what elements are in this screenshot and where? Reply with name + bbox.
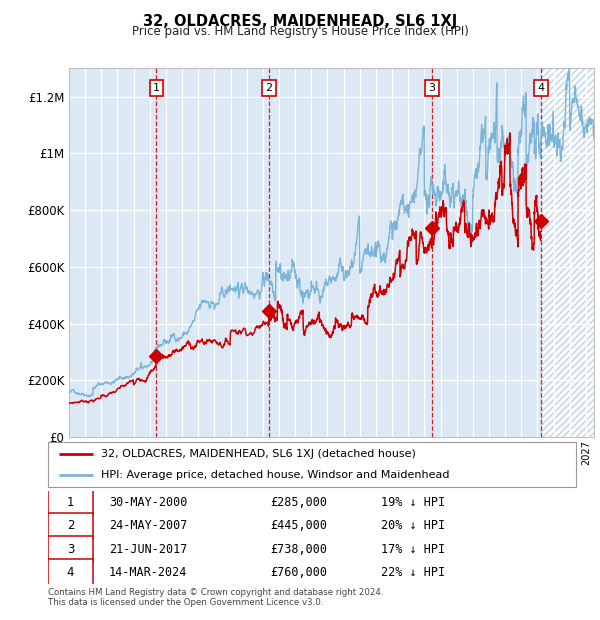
Text: Contains HM Land Registry data © Crown copyright and database right 2024.
This d: Contains HM Land Registry data © Crown c… [48, 588, 383, 607]
Text: 4: 4 [537, 83, 544, 93]
Text: 22% ↓ HPI: 22% ↓ HPI [380, 566, 445, 579]
Text: 2: 2 [67, 520, 74, 533]
Text: 17% ↓ HPI: 17% ↓ HPI [380, 542, 445, 556]
Bar [541, 68, 594, 437]
Text: 19% ↓ HPI: 19% ↓ HPI [380, 496, 445, 509]
Text: £285,000: £285,000 [270, 496, 327, 509]
Text: 1: 1 [67, 496, 74, 509]
FancyBboxPatch shape [48, 442, 576, 487]
Text: 32, OLDACRES, MAIDENHEAD, SL6 1XJ (detached house): 32, OLDACRES, MAIDENHEAD, SL6 1XJ (detac… [101, 449, 416, 459]
Text: 1: 1 [153, 83, 160, 93]
Text: 3: 3 [428, 83, 436, 93]
Text: 24-MAY-2007: 24-MAY-2007 [109, 520, 187, 533]
Text: 30-MAY-2000: 30-MAY-2000 [109, 496, 187, 509]
Text: 32, OLDACRES, MAIDENHEAD, SL6 1XJ: 32, OLDACRES, MAIDENHEAD, SL6 1XJ [143, 14, 457, 29]
Text: Price paid vs. HM Land Registry's House Price Index (HPI): Price paid vs. HM Land Registry's House … [131, 25, 469, 38]
Text: 4: 4 [67, 566, 74, 579]
FancyBboxPatch shape [48, 559, 93, 585]
Text: 3: 3 [67, 542, 74, 556]
FancyBboxPatch shape [48, 536, 93, 562]
Text: £738,000: £738,000 [270, 542, 327, 556]
Text: £760,000: £760,000 [270, 566, 327, 579]
Text: 14-MAR-2024: 14-MAR-2024 [109, 566, 187, 579]
FancyBboxPatch shape [48, 490, 93, 516]
Text: HPI: Average price, detached house, Windsor and Maidenhead: HPI: Average price, detached house, Wind… [101, 469, 449, 480]
Text: 2: 2 [266, 83, 273, 93]
FancyBboxPatch shape [48, 513, 93, 539]
Text: 20% ↓ HPI: 20% ↓ HPI [380, 520, 445, 533]
Text: 21-JUN-2017: 21-JUN-2017 [109, 542, 187, 556]
Text: £445,000: £445,000 [270, 520, 327, 533]
